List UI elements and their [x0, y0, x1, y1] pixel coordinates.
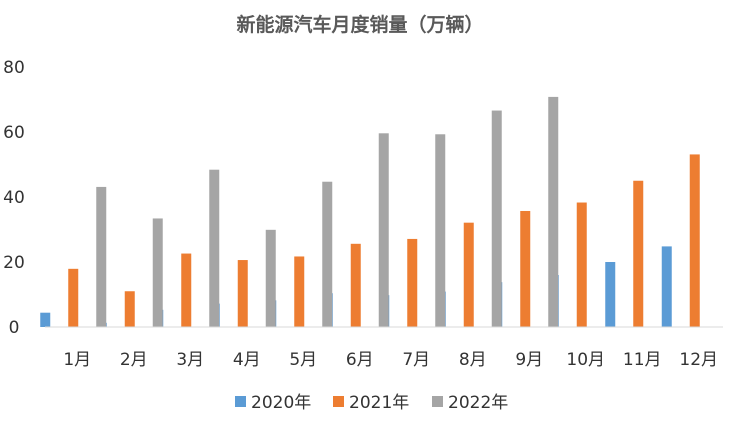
bar-2021年-7月: [407, 238, 418, 327]
x-category-label: 3月: [176, 350, 204, 370]
bar-2021年-6月: [350, 243, 361, 327]
bar-2021年-2月: [124, 291, 135, 327]
x-category-label: 11月: [623, 350, 662, 370]
bar-2021年-9月: [520, 210, 531, 327]
y-tick-label: 40: [3, 188, 25, 208]
bar-2022年-6月: [378, 133, 389, 327]
bar-2021年-3月: [181, 253, 192, 327]
bar-2021年-5月: [294, 256, 305, 327]
x-category-label: 2月: [120, 350, 148, 370]
y-axis: 0 20 40 60 80: [3, 58, 25, 338]
y-tick-label: 60: [3, 123, 25, 143]
bar-2022年-2月: [152, 218, 163, 327]
legend-label: 2022年: [448, 393, 508, 413]
bar-2022年-1月: [96, 186, 107, 327]
bar-2021年-1月: [68, 268, 79, 327]
chart-title: 新能源汽车月度销量（万辆）: [236, 13, 483, 36]
legend-swatch-2021年: [333, 396, 344, 407]
y-tick-label: 20: [3, 253, 25, 273]
legend-swatch-2020年: [235, 396, 246, 407]
bar-2021年-10月: [576, 202, 587, 327]
legend-label: 2021年: [349, 393, 409, 413]
bar-2021年-8月: [463, 222, 474, 327]
bar-2022年-3月: [209, 169, 220, 327]
x-category-label: 8月: [459, 350, 487, 370]
bar-2020年-1月: [40, 312, 51, 327]
x-category-label: 4月: [233, 350, 261, 370]
bar-2022年-7月: [435, 134, 446, 327]
bar-2021年-11月: [633, 180, 644, 327]
x-category-label: 10月: [566, 350, 605, 370]
legend-swatch-2022年: [432, 396, 443, 407]
y-tick-label: 80: [3, 58, 25, 78]
bar-2021年-4月: [237, 260, 248, 327]
x-category-label: 9月: [515, 350, 543, 370]
x-axis: 1月 2月 3月 4月 5月 6月 7月 8月 9月 10月 11月 12月: [63, 350, 718, 370]
bar-2022年-5月: [322, 181, 333, 327]
y-tick-label: 0: [9, 318, 20, 338]
bar-2022年-9月: [548, 96, 559, 328]
bar-2020年-12月: [661, 246, 672, 327]
bar-2022年-8月: [491, 110, 502, 327]
bar-2021年-12月: [689, 154, 700, 327]
x-category-label: 5月: [289, 350, 317, 370]
bar-2020年-11月: [605, 262, 616, 327]
x-category-label: 7月: [402, 350, 430, 370]
bar-2022年-4月: [265, 229, 276, 327]
bars: [40, 96, 700, 328]
legend: 2020年 2021年 2022年: [235, 393, 508, 413]
x-category-label: 1月: [63, 350, 91, 370]
legend-label: 2020年: [251, 393, 311, 413]
x-category-label: 6月: [346, 350, 374, 370]
x-category-label: 12月: [679, 350, 718, 370]
